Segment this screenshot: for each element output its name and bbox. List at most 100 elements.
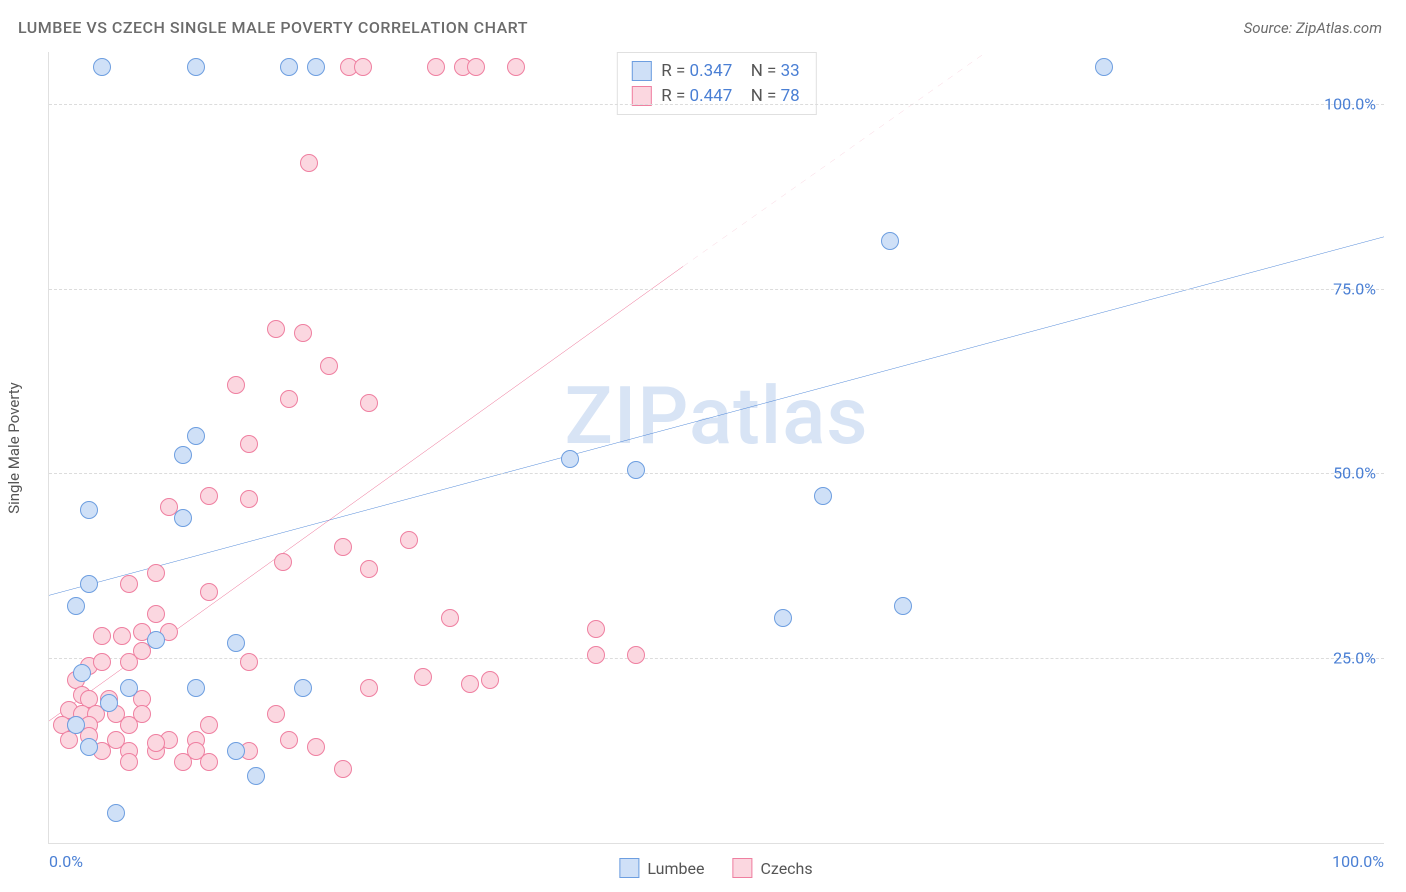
x-tick-label: 100.0%	[1332, 852, 1384, 871]
chart-source: Source: ZipAtlas.com	[1244, 19, 1382, 37]
gridline	[49, 104, 1384, 105]
gridline	[49, 473, 1384, 474]
stat-n: N = 33	[742, 59, 799, 84]
scatter-point	[67, 716, 85, 734]
scatter-point	[627, 461, 645, 479]
legend-item: Lumbee	[619, 858, 704, 878]
scatter-point	[360, 394, 378, 412]
scatter-point	[147, 564, 165, 582]
scatter-point	[240, 490, 258, 508]
y-tick-label: 25.0%	[1333, 649, 1376, 668]
watermark-text: ZIPatlas	[565, 369, 869, 463]
scatter-point	[467, 58, 485, 76]
scatter-point	[93, 627, 111, 645]
correlation-stats-box: R = 0.347 N = 33R = 0.447 N = 78	[616, 52, 816, 115]
scatter-point	[360, 679, 378, 697]
scatter-point	[187, 58, 205, 76]
scatter-point	[80, 738, 98, 756]
scatter-point	[147, 631, 165, 649]
scatter-point	[1095, 58, 1113, 76]
scatter-point	[227, 376, 245, 394]
series-swatch	[619, 858, 639, 878]
scatter-point	[267, 320, 285, 338]
scatter-point	[240, 653, 258, 671]
scatter-point	[894, 597, 912, 615]
scatter-point	[120, 575, 138, 593]
y-tick-label: 50.0%	[1333, 464, 1376, 483]
scatter-point	[441, 609, 459, 627]
scatter-point	[461, 675, 479, 693]
scatter-point	[627, 646, 645, 664]
legend-label: Czechs	[760, 859, 812, 878]
scatter-point	[187, 679, 205, 697]
scatter-point	[274, 553, 292, 571]
scatter-point	[200, 583, 218, 601]
y-axis-label: Single Male Poverty	[5, 382, 23, 514]
scatter-point	[200, 753, 218, 771]
scatter-point	[174, 509, 192, 527]
scatter-point	[247, 767, 265, 785]
y-tick-label: 75.0%	[1333, 279, 1376, 298]
scatter-point	[120, 653, 138, 671]
scatter-point	[354, 58, 372, 76]
scatter-point	[561, 450, 579, 468]
chart-title: LUMBEE VS CZECH SINGLE MALE POVERTY CORR…	[18, 18, 528, 37]
legend-item: Czechs	[732, 858, 812, 878]
legend: Lumbee Czechs	[619, 858, 812, 878]
scatter-point	[400, 531, 418, 549]
stats-row: R = 0.347 N = 33	[631, 59, 799, 84]
scatter-point	[174, 753, 192, 771]
scatter-point	[267, 705, 285, 723]
scatter-point	[80, 501, 98, 519]
scatter-point	[227, 634, 245, 652]
y-tick-label: 100.0%	[1324, 94, 1376, 113]
scatter-point	[294, 679, 312, 697]
scatter-point	[427, 58, 445, 76]
scatter-point	[481, 671, 499, 689]
scatter-point	[120, 753, 138, 771]
plot-area: Single Male Poverty ZIPatlas R = 0.347 N…	[48, 52, 1384, 844]
scatter-point	[187, 427, 205, 445]
scatter-point	[80, 575, 98, 593]
scatter-point	[507, 58, 525, 76]
scatter-point	[320, 357, 338, 375]
scatter-point	[120, 679, 138, 697]
scatter-point	[360, 560, 378, 578]
scatter-point	[280, 390, 298, 408]
stat-r: R = 0.347	[661, 59, 732, 84]
scatter-point	[93, 58, 111, 76]
scatter-point	[881, 232, 899, 250]
scatter-point	[147, 605, 165, 623]
scatter-point	[294, 324, 312, 342]
scatter-point	[307, 58, 325, 76]
scatter-point	[280, 58, 298, 76]
scatter-point	[280, 731, 298, 749]
scatter-point	[307, 738, 325, 756]
series-swatch	[631, 61, 651, 81]
scatter-plot: ZIPatlas R = 0.347 N = 33R = 0.447 N = 7…	[48, 52, 1384, 844]
scatter-point	[227, 742, 245, 760]
scatter-point	[200, 716, 218, 734]
scatter-point	[100, 694, 118, 712]
scatter-point	[73, 664, 91, 682]
scatter-point	[93, 653, 111, 671]
scatter-point	[300, 154, 318, 172]
scatter-point	[814, 487, 832, 505]
scatter-point	[113, 627, 131, 645]
scatter-point	[414, 668, 432, 686]
scatter-point	[587, 620, 605, 638]
legend-label: Lumbee	[647, 859, 704, 878]
gridline	[49, 289, 1384, 290]
scatter-point	[120, 716, 138, 734]
chart-header: LUMBEE VS CZECH SINGLE MALE POVERTY CORR…	[0, 0, 1406, 41]
scatter-point	[67, 597, 85, 615]
scatter-point	[200, 487, 218, 505]
x-tick-label: 0.0%	[49, 852, 83, 871]
scatter-point	[240, 435, 258, 453]
scatter-point	[587, 646, 605, 664]
scatter-point	[107, 804, 125, 822]
scatter-point	[174, 446, 192, 464]
trendline	[49, 237, 1384, 596]
scatter-point	[334, 538, 352, 556]
scatter-point	[774, 609, 792, 627]
